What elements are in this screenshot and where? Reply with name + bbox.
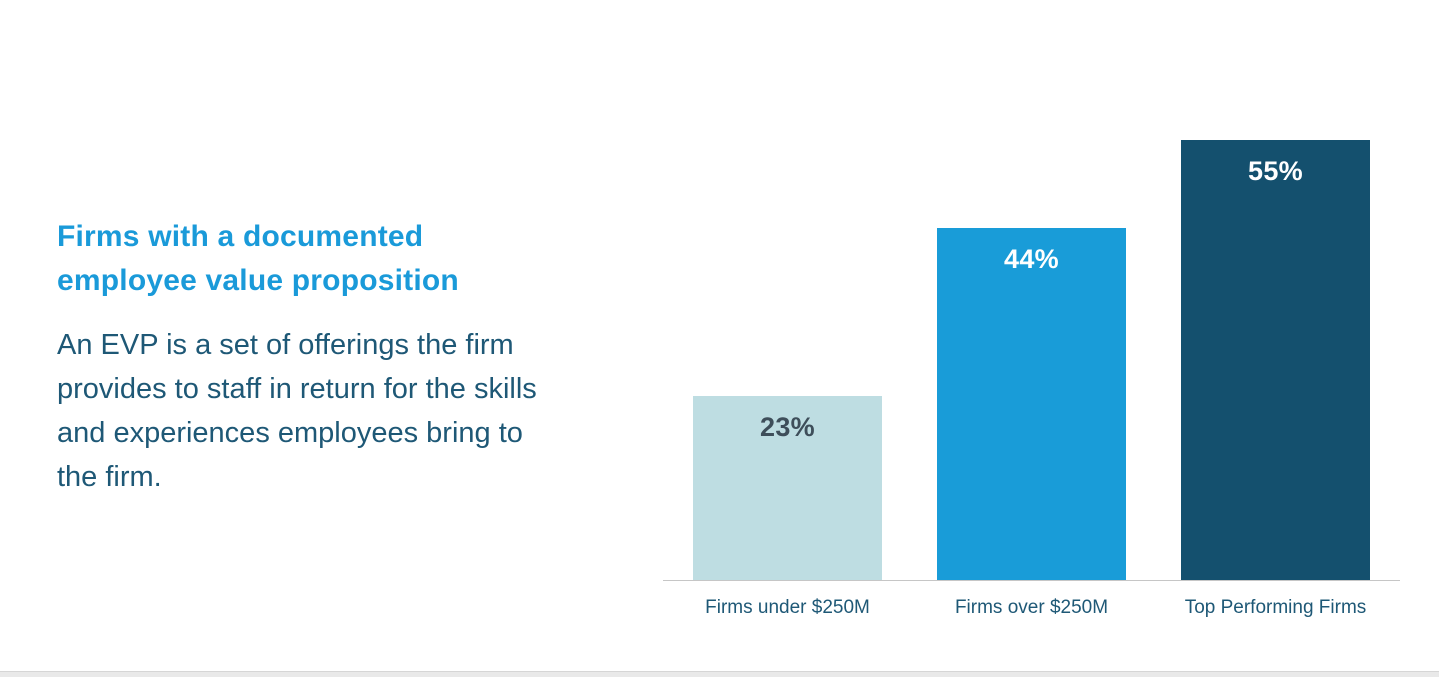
plot-area: 23% 44% 55% xyxy=(663,0,1400,580)
text-panel: Firms with a documented employee value p… xyxy=(57,215,547,499)
bar-value-label: 44% xyxy=(1004,244,1059,274)
category-label-top-performing-firms: Top Performing Firms xyxy=(1184,597,1367,618)
bar-value-label: 23% xyxy=(760,412,815,442)
x-axis-line xyxy=(663,580,1400,581)
bar-firms-over-250m: 44% xyxy=(937,228,1126,580)
category-label-firms-under-250m: Firms under $250M xyxy=(705,597,870,618)
category-label-firms-over-250m: Firms over $250M xyxy=(954,597,1109,618)
chart-title: Firms with a documented employee value p… xyxy=(57,220,459,297)
bar-chart: 23% 44% 55% Firms under $250M Firms over… xyxy=(663,0,1400,640)
bar-value-label: 55% xyxy=(1248,156,1303,186)
x-axis-labels: Firms under $250M Firms over $250M Top P… xyxy=(663,597,1400,619)
bar-top-performing-firms: 55% xyxy=(1181,140,1370,580)
bottom-border-strip xyxy=(0,671,1439,677)
chart-description: An EVP is a set of offerings the firm pr… xyxy=(57,329,537,493)
bar-firms-under-250m: 23% xyxy=(693,396,882,580)
